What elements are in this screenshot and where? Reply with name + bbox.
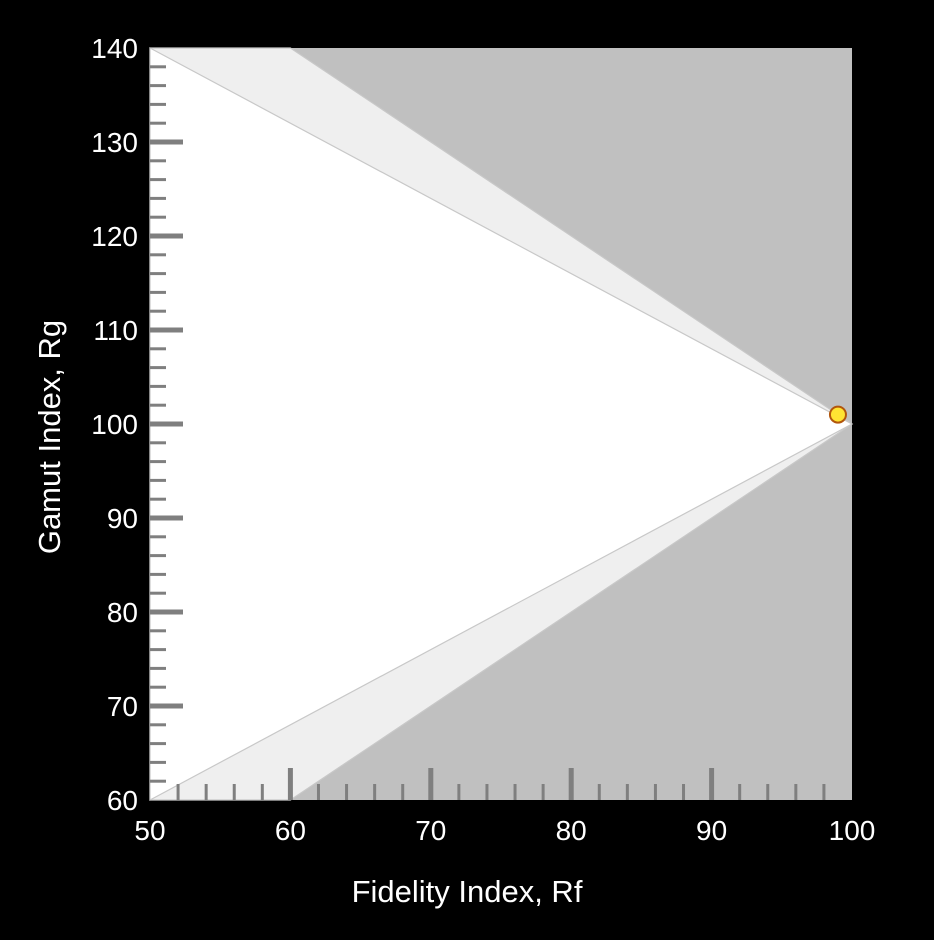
x-tick-label: 60 xyxy=(275,815,306,846)
data-point xyxy=(828,405,847,424)
y-tick-label: 90 xyxy=(107,503,138,534)
y-tick-label: 100 xyxy=(91,409,138,440)
points xyxy=(828,405,847,424)
y-axis-label: Gamut Index, Rg xyxy=(32,320,67,554)
ticks xyxy=(150,65,826,800)
y-tick-labels: 60 70 80 90 100 110 120 130 140 xyxy=(91,33,138,816)
x-tick-label: 80 xyxy=(556,815,587,846)
y-tick-label: 120 xyxy=(91,221,138,252)
regions xyxy=(149,46,854,802)
x-tick-label: 50 xyxy=(134,815,165,846)
y-tick-label: 140 xyxy=(91,33,138,64)
x-tick-label: 90 xyxy=(696,815,727,846)
y-tick-label: 110 xyxy=(93,315,138,346)
x-axis-label: Fidelity Index, Rf xyxy=(352,874,583,909)
y-tick-label: 70 xyxy=(107,691,138,722)
y-tick-label: 130 xyxy=(91,127,138,158)
x-tick-label: 70 xyxy=(415,815,446,846)
y-tick-label: 60 xyxy=(107,785,138,816)
x-tick-label: 100 xyxy=(829,815,876,846)
x-tick-labels: 50 60 70 80 90 100 xyxy=(134,815,875,846)
y-tick-label: 80 xyxy=(107,597,138,628)
